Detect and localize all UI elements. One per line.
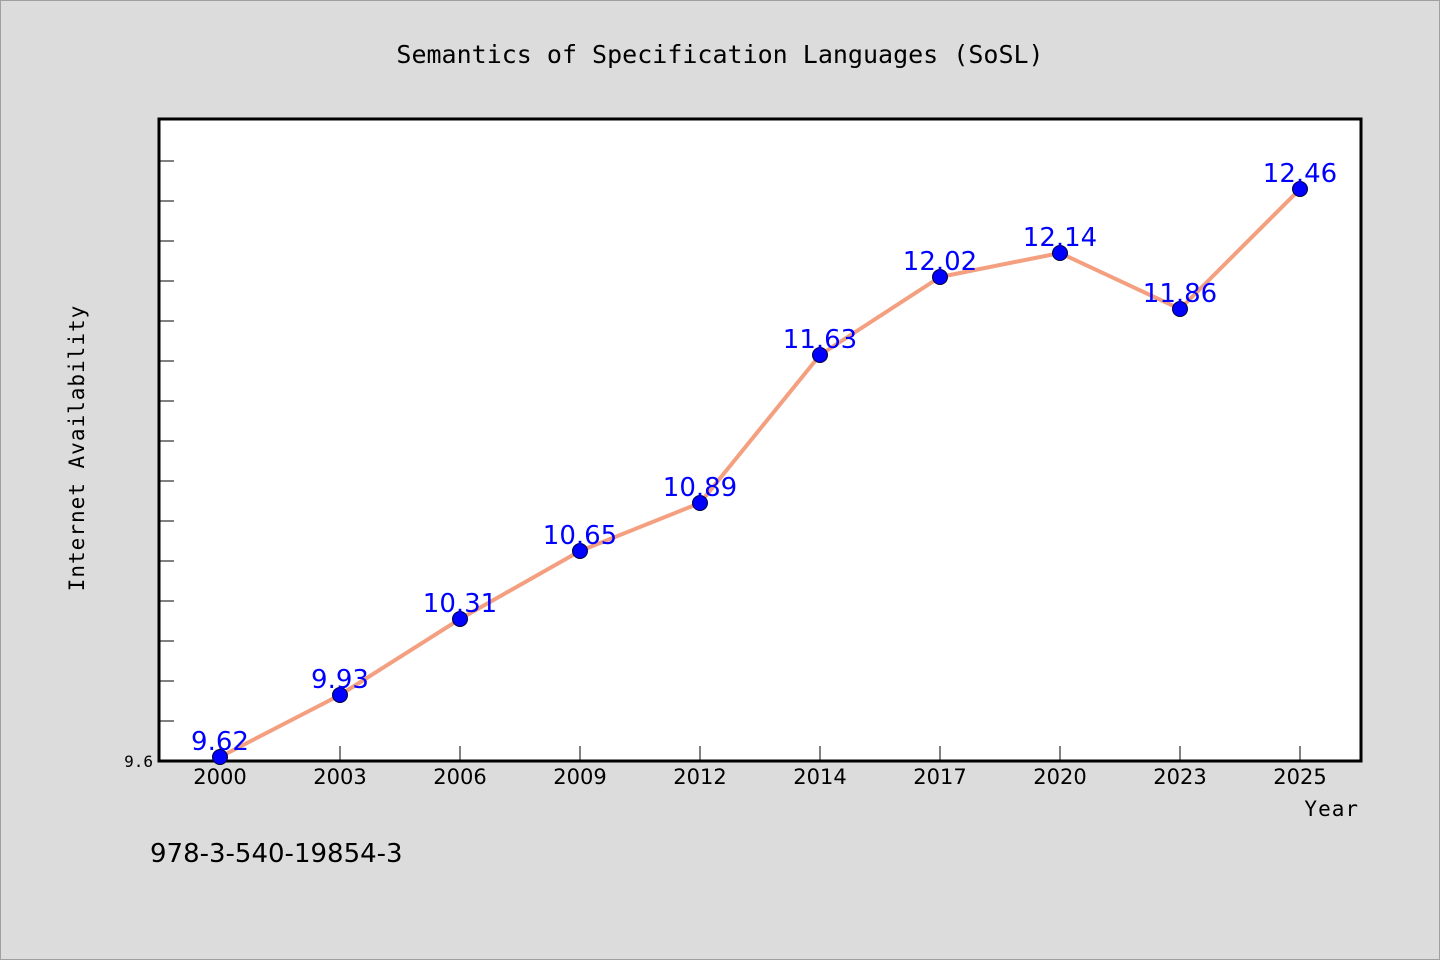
series-line-path — [219, 187, 1302, 759]
x-tick-label: 2017 — [913, 765, 966, 789]
data-point — [692, 495, 708, 511]
chart-title: Semantics of Specification Languages (So… — [396, 40, 1043, 69]
data-points — [212, 181, 1308, 765]
x-tick-label: 2020 — [1033, 765, 1086, 789]
y-axis-label: Internet Availability — [65, 305, 89, 592]
data-point — [572, 543, 588, 559]
y-tick-label: 9.6 — [124, 752, 153, 771]
data-label: 11.86 — [1143, 279, 1217, 309]
x-tick-label: 2014 — [793, 765, 846, 789]
data-point — [332, 687, 348, 703]
data-label: 9.62 — [191, 727, 249, 757]
data-label: 12.46 — [1263, 159, 1337, 189]
x-tick-label: 2023 — [1153, 765, 1206, 789]
data-point — [452, 611, 468, 627]
x-axis-ticks: 2000 2003 2006 2009 2012 2014 2017 2020 2023 2025 — [193, 746, 1327, 789]
x-tick-label: 2006 — [433, 765, 486, 789]
data-label: 10.31 — [423, 589, 497, 619]
y-axis-ticks: 9.6 — [124, 160, 174, 771]
data-label: 10.89 — [663, 473, 737, 503]
isbn-text: 978-3-540-19854-3 — [150, 839, 403, 869]
x-tick-label: 2025 — [1273, 765, 1326, 789]
x-axis-label: Year — [1304, 797, 1359, 821]
data-label: 10.65 — [543, 521, 617, 551]
series-line — [219, 187, 1302, 759]
x-tick-label: 2009 — [553, 765, 606, 789]
x-tick-label: 2000 — [193, 765, 246, 789]
x-tick-label: 2012 — [673, 765, 726, 789]
data-label: 11.63 — [783, 325, 857, 355]
x-tick-label: 2003 — [313, 765, 366, 789]
plot-area — [157, 117, 1363, 763]
data-point — [1292, 181, 1308, 197]
data-label: 12.02 — [903, 247, 977, 277]
data-point — [1052, 245, 1068, 261]
data-point — [1172, 301, 1188, 317]
data-point — [812, 347, 828, 363]
data-label: 12.14 — [1023, 223, 1097, 253]
data-labels: 9.62 9.93 10.31 10.65 10.89 11.63 12.02 12.14 11… — [191, 159, 1337, 757]
data-label: 9.93 — [311, 665, 369, 695]
data-point — [932, 269, 948, 285]
data-point — [212, 749, 228, 765]
